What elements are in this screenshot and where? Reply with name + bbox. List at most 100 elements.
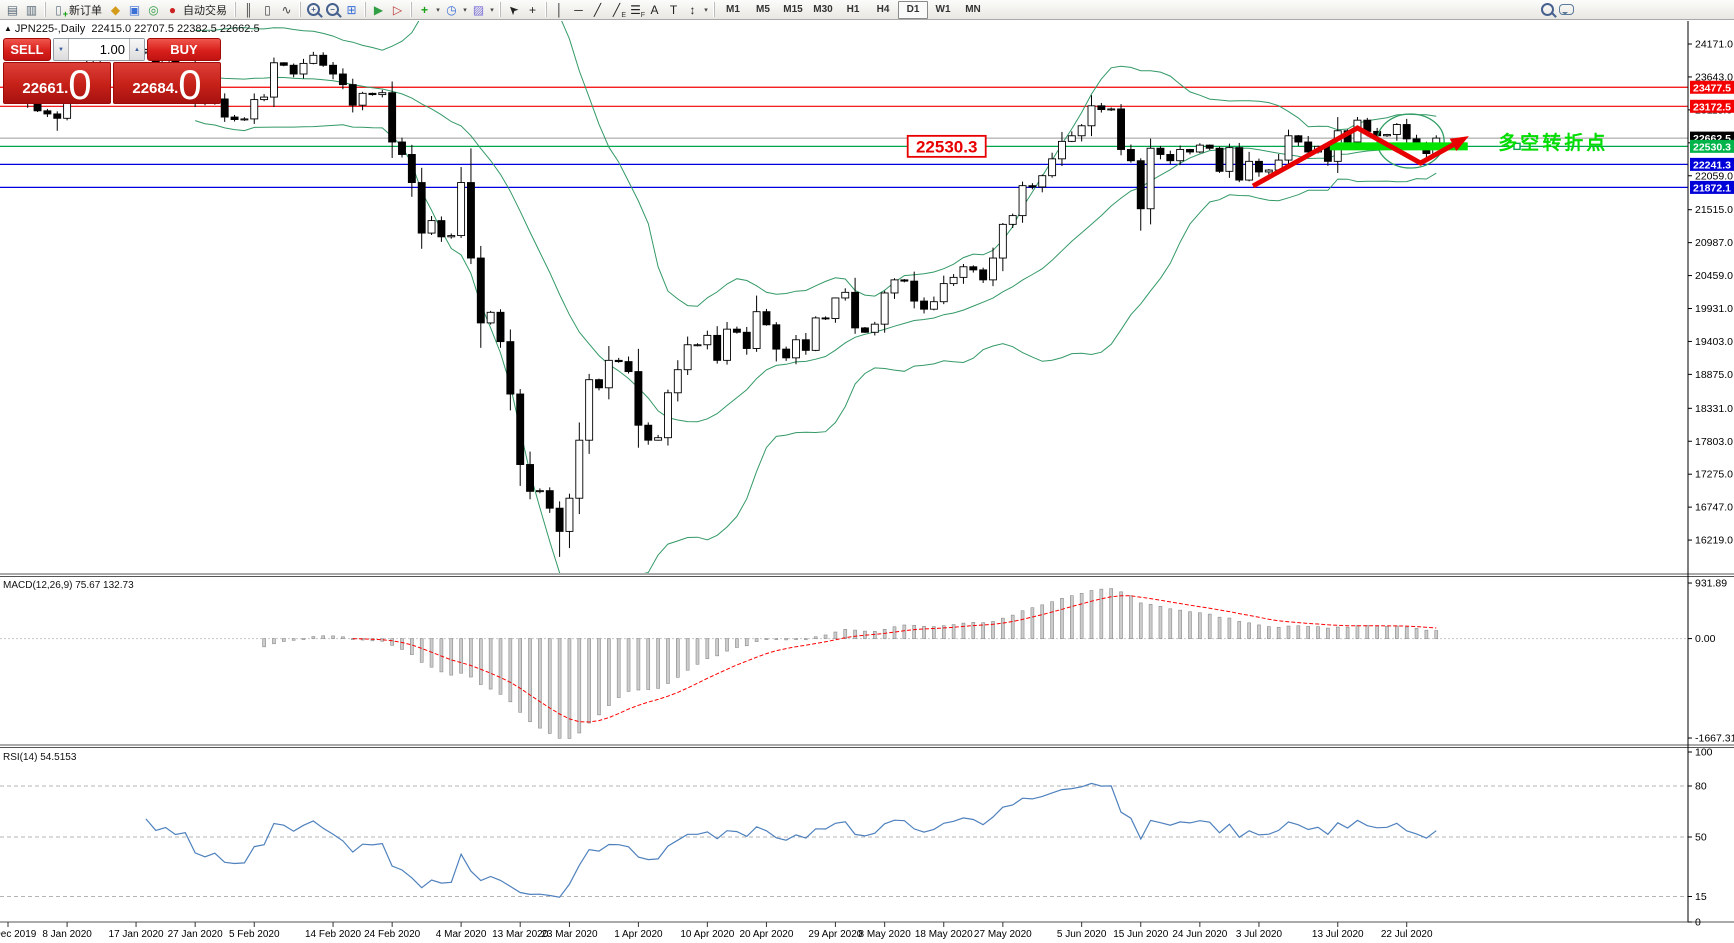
new-chart-icon[interactable]: ▤	[6, 2, 19, 17]
chart-ohlc-header: ▲ JPN225-,Daily 22415.0 22707.5 22382.5 2…	[4, 23, 260, 35]
volume-increase-button[interactable]: ▲	[129, 39, 144, 60]
candlestick-chart-icon[interactable]: ▯	[264, 2, 271, 17]
sell-price-main: 22661	[22, 80, 65, 97]
support-zone-bar[interactable]	[1329, 142, 1468, 151]
line-selection-handle[interactable]	[1513, 142, 1521, 151]
svg-text:18 May 2020: 18 May 2020	[915, 929, 973, 940]
macd-indicator-label: MACD(12,26,9) 75.67 132.73	[3, 580, 134, 591]
zoom-out-icon[interactable]: −	[323, 1, 342, 18]
new-order-label[interactable]: 新订单	[69, 4, 102, 17]
bollinger-upper	[195, 21, 1437, 307]
svg-text:29 Apr 2020: 29 Apr 2020	[808, 929, 862, 940]
crosshair-icon[interactable]: +	[528, 2, 536, 17]
vertical-line-icon[interactable]: │	[555, 2, 564, 17]
zoom-in-icon[interactable]: +	[304, 1, 323, 18]
chat-icon[interactable]	[1557, 1, 1576, 18]
timeframe-h1[interactable]: H1	[846, 4, 860, 15]
search-icon[interactable]	[1538, 1, 1557, 18]
svg-text:23643.0: 23643.0	[1695, 71, 1733, 83]
price-tag-text: 22530.3	[916, 137, 977, 156]
templates-icon[interactable]: ▨	[472, 2, 485, 17]
timeframe-m30[interactable]: M30	[813, 4, 833, 15]
svg-text:24 Feb 2020: 24 Feb 2020	[364, 929, 421, 940]
svg-text:0: 0	[1695, 917, 1701, 929]
horizontal-line-icon[interactable]: ─	[574, 2, 583, 17]
market-watch-icon[interactable]: ◆	[110, 2, 121, 17]
timeframe-m1[interactable]: M1	[726, 4, 740, 15]
svg-text:50: 50	[1695, 832, 1707, 844]
cursor-icon[interactable]: ➤	[504, 0, 523, 19]
price-axis-labels: 24171.023643.023115.022587.022059.021515…	[1688, 39, 1734, 929]
svg-text:-1667.31: -1667.31	[1695, 733, 1734, 745]
buy-price-main: 22684	[132, 80, 175, 97]
collapse-icon[interactable]: ▲	[4, 24, 12, 33]
price-tag-box[interactable]	[906, 134, 987, 158]
buy-button[interactable]: BUY	[147, 38, 221, 61]
sell-price-display[interactable]: 22661. 0	[3, 62, 111, 104]
profiles-icon[interactable]: ▥	[25, 2, 38, 17]
sell-button[interactable]: SELL	[3, 38, 51, 61]
data-window-icon[interactable]: ▣	[128, 2, 141, 17]
timeframe-d1[interactable]: D1	[898, 0, 928, 19]
trend-zigzag-arrow[interactable]	[1251, 125, 1464, 189]
svg-text:16219.0: 16219.0	[1695, 535, 1733, 547]
svg-text:5 Feb 2020: 5 Feb 2020	[229, 929, 280, 940]
timeframe-m15[interactable]: M15	[783, 4, 803, 15]
svg-text:21515.0: 21515.0	[1695, 204, 1733, 216]
indicators-icon[interactable]: +	[420, 2, 428, 17]
volume-input[interactable]	[69, 39, 129, 60]
trade-panel-prices: 22661. 0 22684. 0	[3, 62, 221, 104]
trendline-icon[interactable]: ╱	[593, 2, 602, 17]
text-icon[interactable]: A	[650, 2, 659, 17]
svg-text:1 Apr 2020: 1 Apr 2020	[614, 929, 663, 940]
text-label-icon[interactable]: T	[669, 2, 678, 17]
timeframe-h4[interactable]: H4	[876, 4, 890, 15]
arrow-head	[1449, 136, 1469, 151]
symbol-period-label: JPN225-,Daily	[14, 23, 86, 35]
svg-text:23 Mar 2020: 23 Mar 2020	[541, 929, 598, 940]
svg-text:16747.0: 16747.0	[1695, 502, 1733, 514]
new-order-icon[interactable]: ▯ +	[55, 2, 68, 19]
buy-price-display[interactable]: 22684. 0	[113, 62, 221, 104]
timeframe-mn[interactable]: MN	[965, 4, 981, 15]
volume-spinner: ▼ ▲	[53, 38, 145, 61]
candlestick-series	[4, 44, 1441, 557]
rsi-line	[145, 782, 1437, 898]
svg-text:20 Apr 2020: 20 Apr 2020	[739, 929, 793, 940]
time-axis[interactable]: 30 Dec 2019 8 Jan 2020 17 Jan 2020 27 Jan 2…	[0, 922, 1433, 940]
svg-text:18331.0: 18331.0	[1695, 403, 1733, 415]
autotrading-label[interactable]: 自动交易	[183, 4, 227, 17]
auto-scroll-icon[interactable]: ▶	[373, 2, 384, 17]
svg-text:30 Dec 2019: 30 Dec 2019	[0, 929, 37, 940]
macd-signal-line	[352, 595, 1437, 723]
tile-windows-icon[interactable]: ⊞	[346, 2, 357, 17]
rsi-indicator-label: RSI(14) 54.5153	[3, 752, 77, 763]
svg-text:931.89: 931.89	[1695, 578, 1727, 590]
fibonacci-icon[interactable]: ☰ F	[630, 2, 645, 20]
svg-text:22530.3: 22530.3	[1693, 141, 1731, 153]
buy-price-big-digit: 0	[178, 62, 202, 104]
svg-text:19403.0: 19403.0	[1695, 336, 1733, 348]
autotrading-icon[interactable]: ●	[168, 2, 177, 17]
trade-panel-controls: SELL ▼ ▲ BUY	[3, 38, 221, 61]
ohlc-values: 22415.0 22707.5 22382.5 22662.5	[91, 23, 260, 35]
equidistant-channel-icon[interactable]: ╱ E	[612, 2, 626, 20]
line-chart-icon[interactable]: ∿	[281, 2, 292, 17]
svg-text:23172.5: 23172.5	[1693, 101, 1731, 113]
svg-text:8 Jan 2020: 8 Jan 2020	[42, 929, 92, 940]
navigator-icon[interactable]: ◎	[148, 2, 159, 17]
svg-text:5 Jun 2020: 5 Jun 2020	[1057, 929, 1107, 940]
timeframe-w1[interactable]: W1	[935, 4, 951, 15]
svg-text:80: 80	[1695, 781, 1707, 793]
svg-text:20459.0: 20459.0	[1695, 270, 1733, 282]
svg-text:100: 100	[1695, 747, 1713, 759]
chart-shift-icon[interactable]: ▷	[392, 2, 403, 17]
horizontal-price-lines[interactable]	[0, 86, 1688, 189]
volume-decrease-button[interactable]: ▼	[54, 39, 69, 60]
svg-text:17275.0: 17275.0	[1695, 469, 1733, 481]
timeframe-m5[interactable]: M5	[756, 4, 770, 15]
bar-chart-icon[interactable]: ║	[244, 2, 253, 17]
arrows-icon[interactable]: ↕	[689, 2, 696, 17]
periods-icon[interactable]: ◷	[446, 2, 457, 17]
